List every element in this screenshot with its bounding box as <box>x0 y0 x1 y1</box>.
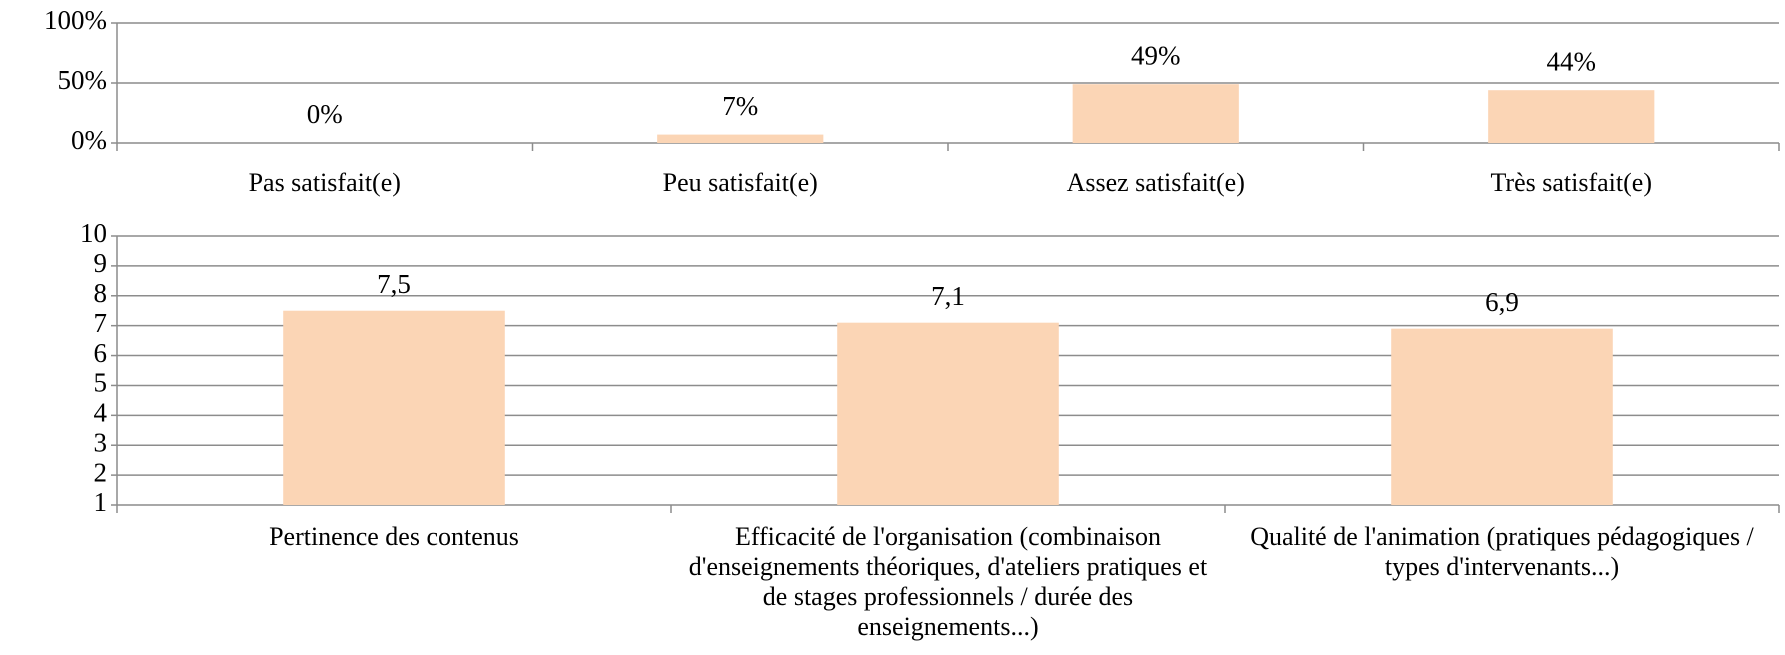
x-tick-label: Peu satisfait(e) <box>662 168 818 197</box>
x-tick-label-box: Assez satisfait(e) <box>1066 168 1245 197</box>
x-tick-label: Qualité de l'animation (pratiques pédago… <box>1250 522 1754 581</box>
bar <box>657 134 824 143</box>
x-tick-label-box: Efficacité de l'organisation (combinaiso… <box>688 522 1208 641</box>
data-label: 6,9 <box>1485 287 1519 317</box>
y-tick-label: 6 <box>94 338 108 368</box>
bar <box>1391 328 1613 505</box>
bar <box>283 310 505 505</box>
y-tick-label: 3 <box>94 427 108 457</box>
y-tick-label: 8 <box>94 278 108 308</box>
y-tick-label: 1 <box>94 487 108 517</box>
data-label: 7% <box>722 91 758 121</box>
data-label: 7,5 <box>377 269 411 299</box>
bar <box>1488 90 1655 143</box>
y-tick-label: 10 <box>80 218 107 248</box>
data-label: 7,1 <box>931 281 965 311</box>
x-tick-label: Efficacité de l'organisation (combinaiso… <box>688 522 1208 641</box>
data-label: 0% <box>307 99 343 129</box>
y-tick-label: 0% <box>71 125 107 155</box>
x-tick-label: Pertinence des contenus <box>269 522 519 551</box>
x-tick-label-box: Qualité de l'animation (pratiques pédago… <box>1250 522 1754 581</box>
y-tick-label: 7 <box>94 308 108 338</box>
x-tick-label: Assez satisfait(e) <box>1066 168 1245 197</box>
y-tick-label: 2 <box>94 457 108 487</box>
y-tick-label: 4 <box>94 398 108 428</box>
x-tick-label-box: Pertinence des contenus <box>269 522 519 551</box>
data-label: 44% <box>1547 46 1597 76</box>
y-tick-label: 9 <box>94 248 108 278</box>
x-tick-label: Très satisfait(e) <box>1490 168 1652 197</box>
x-tick-label-box: Pas satisfait(e) <box>248 168 401 197</box>
y-tick-label: 100% <box>44 5 107 35</box>
y-tick-label: 5 <box>94 368 108 398</box>
x-tick-label: Pas satisfait(e) <box>248 168 401 197</box>
y-tick-label: 50% <box>58 65 108 95</box>
bar <box>837 322 1059 505</box>
x-tick-label-box: Peu satisfait(e) <box>662 168 818 197</box>
x-tick-label-box: Très satisfait(e) <box>1490 168 1652 197</box>
data-label: 49% <box>1131 40 1181 70</box>
bar <box>1072 84 1239 143</box>
